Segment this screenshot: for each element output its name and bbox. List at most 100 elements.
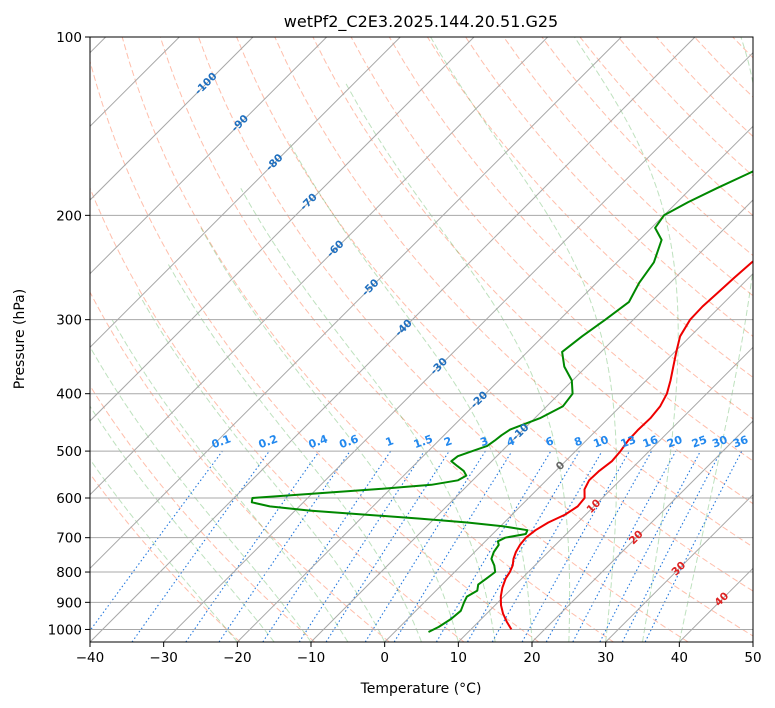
- mixing-ratio-line: [644, 450, 743, 642]
- mixing-ratio-label: 16: [641, 433, 660, 451]
- y-tick-label: 200: [56, 208, 82, 224]
- isotherm-gridline: [531, 420, 753, 642]
- moist-adiabat: [90, 345, 312, 642]
- temperature-profile: [499, 260, 753, 630]
- mixing-ratio-label: 3: [478, 434, 490, 449]
- dry-adiabat: [90, 59, 540, 642]
- dry-adiabat: [90, 472, 241, 642]
- moist-adiabat: [430, 37, 617, 642]
- chart-title: wetPf2_C2E3.2025.144.20.51.G25: [284, 12, 558, 32]
- profiles: [250, 170, 753, 633]
- x-tick-label: 50: [744, 650, 761, 666]
- mixing-ratio-label: 0.2: [257, 432, 280, 451]
- moist-adiabat: [678, 37, 753, 642]
- isotherm-gridline: [163, 51, 753, 642]
- mixing-ratio-label: 0.1: [210, 432, 233, 451]
- mixing-ratio-line: [545, 450, 653, 642]
- moist-adiabat: [574, 37, 679, 642]
- dry-adiabat: [236, 37, 753, 592]
- dry-adiabat: [274, 37, 753, 548]
- x-tick-label: 10: [450, 650, 467, 666]
- mixing-ratio-label: 20: [665, 433, 684, 451]
- y-tick-label: 300: [56, 313, 82, 329]
- isotherm-gridline: [90, 37, 622, 570]
- y-tick-label: 600: [56, 491, 82, 507]
- y-tick-label: 800: [56, 565, 82, 581]
- mixing-ratio-label: 0.6: [338, 432, 361, 451]
- dry-adiabat: [90, 384, 316, 642]
- mixing-ratio-label: 6: [544, 434, 556, 449]
- mixing-ratio-line: [90, 450, 223, 632]
- moist-adiabat: [90, 458, 238, 642]
- mixing-ratio-label: 1: [384, 434, 396, 449]
- dry-adiabat: [159, 37, 689, 642]
- x-tick-label: −10: [297, 650, 326, 666]
- y-tick-label: 100: [56, 30, 82, 46]
- y-tick-label: 500: [56, 444, 82, 460]
- mixing-ratio-line: [185, 450, 320, 642]
- isotherm-gridline: [90, 37, 328, 275]
- mixing-ratio-label: 4: [505, 434, 517, 449]
- dry-adiabat: [90, 291, 390, 642]
- grid: [90, 37, 753, 642]
- mixing-ratio-line: [218, 450, 351, 642]
- mixing-ratio-label: 1.5: [412, 432, 435, 451]
- mixing-ratio-line: [393, 450, 513, 642]
- y-tick-label: 1000: [48, 622, 82, 638]
- x-tick-label: 40: [671, 650, 688, 666]
- mixing-ratio-line: [325, 450, 450, 642]
- isotherm-gridline: [236, 125, 753, 642]
- moist-adiabat: [111, 319, 349, 642]
- y-tick-label: 400: [56, 387, 82, 403]
- mixing-ratio-line: [262, 450, 392, 642]
- y-tick-label: 700: [56, 531, 82, 547]
- x-tick-label: 0: [380, 650, 389, 666]
- mixing-ratio-label: 25: [690, 433, 709, 450]
- y-tick-label: 900: [56, 595, 82, 611]
- isotherm-gridline: [90, 37, 475, 422]
- x-tick-label: −20: [223, 650, 252, 666]
- y-axis: 100 200 300 400 500 600 700 800 900 1000: [48, 30, 90, 638]
- x-tick-label: −40: [76, 650, 105, 666]
- dry-adiabat: [388, 37, 753, 420]
- plot-frame: [89, 36, 754, 643]
- mixing-ratio-label: 10: [592, 433, 611, 451]
- x-tick-label: −30: [149, 650, 178, 666]
- x-axis-label: Temperature (°C): [360, 681, 482, 697]
- isotherm-gridline: [90, 37, 401, 349]
- mixing-ratio-label: 0.4: [307, 432, 330, 451]
- isotherm-gridline: [457, 346, 753, 642]
- isotherm-gridline: [90, 37, 696, 642]
- x-tick-label: 30: [597, 650, 614, 666]
- y-axis-label: Pressure (hPa): [12, 289, 28, 389]
- dry-adiabat: [312, 37, 753, 505]
- mixing-ratio-line: [572, 450, 677, 642]
- dry-adiabat: [350, 37, 753, 462]
- moist-adiabat: [166, 262, 422, 642]
- moist-adiabat: [345, 83, 571, 642]
- moist-adiabat: [240, 187, 496, 642]
- moist-adiabat: [90, 405, 275, 642]
- x-axis: −40 −30 −20 −10 0 10 20 30 40 50: [76, 642, 762, 666]
- mixing-ratio-label: 2: [442, 434, 454, 449]
- dry-adiabat: [465, 37, 753, 338]
- mixing-ratio-label: 30: [710, 433, 729, 451]
- moist-adiabat: [200, 227, 459, 642]
- mixing-ratio-line: [131, 450, 270, 642]
- mixing-ratio-label: 36: [731, 433, 750, 451]
- mixing-ratio-line: [298, 450, 425, 642]
- isotherm-gridline: [384, 272, 753, 642]
- isotherm-gridline: [90, 37, 254, 201]
- mixing-ratio-label: 8: [572, 434, 584, 449]
- isotherm-gridline: [90, 37, 549, 496]
- dry-adiabat: [90, 186, 465, 642]
- mixing-ratio-label: 13: [619, 433, 638, 450]
- mixing-ratio-line: [521, 450, 630, 642]
- dewpoint-profile: [250, 170, 753, 633]
- dry-adiabat: [503, 37, 753, 297]
- x-tick-label: 20: [523, 650, 540, 666]
- isotherm-gridline: [605, 493, 753, 642]
- isotherm-gridline: [310, 199, 753, 642]
